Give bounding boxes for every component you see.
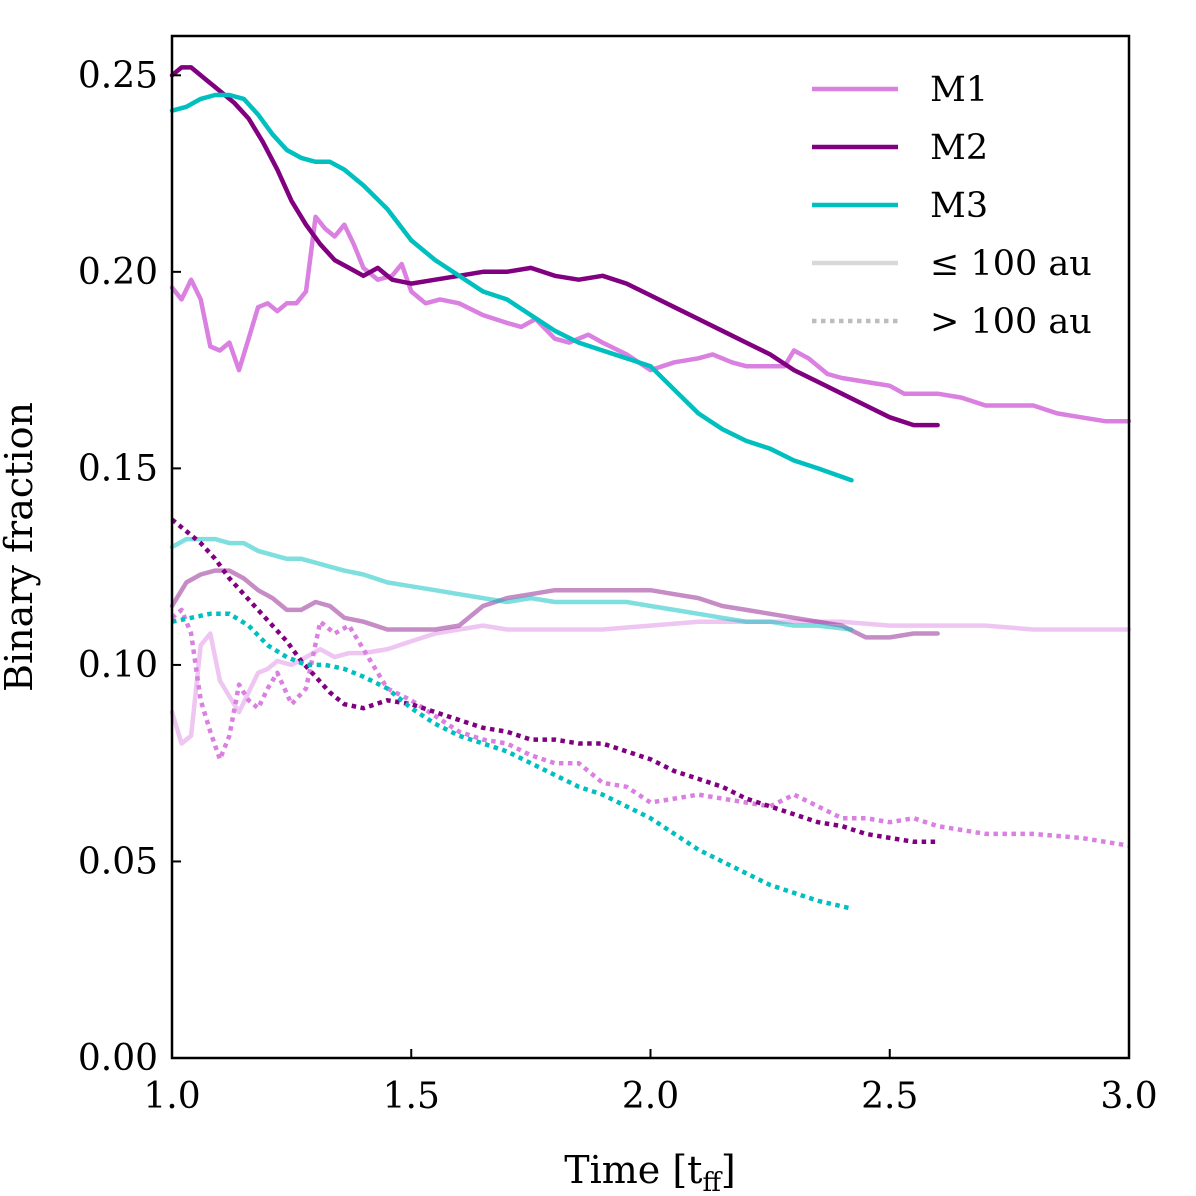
y-tick-label: 0.25 — [78, 55, 158, 96]
y-tick-label: 0.10 — [78, 645, 158, 686]
y-axis-label: Binary fraction — [0, 402, 41, 692]
y-tick-label: 0.00 — [78, 1038, 158, 1079]
x-axis-label-subscript: ff — [702, 1168, 723, 1196]
y-tick-label: 0.05 — [78, 841, 158, 882]
x-axis-label-close: ] — [721, 1148, 736, 1192]
ticks-layer: 1.0 1.5 2.0 2.5 3.0 0.00 0.05 0.10 0.15 0.20 0.25 — [78, 55, 1158, 1117]
x-tick-label: 2.0 — [622, 1076, 679, 1117]
series-line-m3-gt-100-au — [171, 611, 853, 911]
series-line-m1-le-100-au — [169, 619, 1132, 746]
series-line-m1-gt-100-au — [170, 607, 1130, 848]
series-line-m3-le-100-au — [169, 536, 854, 632]
series-layer — [169, 65, 1132, 911]
legend-label-m2: M2 — [930, 128, 988, 168]
legend-label-m3: M3 — [930, 186, 988, 226]
series-line-m2-gt-100-au — [170, 517, 938, 845]
x-tick-label: 1.0 — [143, 1076, 200, 1117]
x-tick-label: 2.5 — [861, 1076, 918, 1117]
legend: M1 M2 M3 ≤ 100 au > 100 au — [812, 70, 1092, 342]
legend-label-m1: M1 — [930, 70, 988, 110]
series-line-m1-all — [169, 214, 1132, 424]
x-tick-label: 1.5 — [383, 1076, 440, 1117]
x-tick-label: 3.0 — [1100, 1076, 1157, 1117]
x-axis-label-main: Time [t — [564, 1148, 702, 1192]
legend-label-gt-100-au: > 100 au — [930, 302, 1092, 342]
y-tick-label: 0.15 — [78, 448, 158, 489]
legend-label-le-100-au: ≤ 100 au — [930, 244, 1092, 284]
series-line-m2-all — [169, 65, 940, 428]
x-axis-label: Time [tff] — [564, 1148, 736, 1196]
series-line-m3-all — [169, 92, 854, 483]
y-tick-label: 0.20 — [78, 252, 158, 293]
